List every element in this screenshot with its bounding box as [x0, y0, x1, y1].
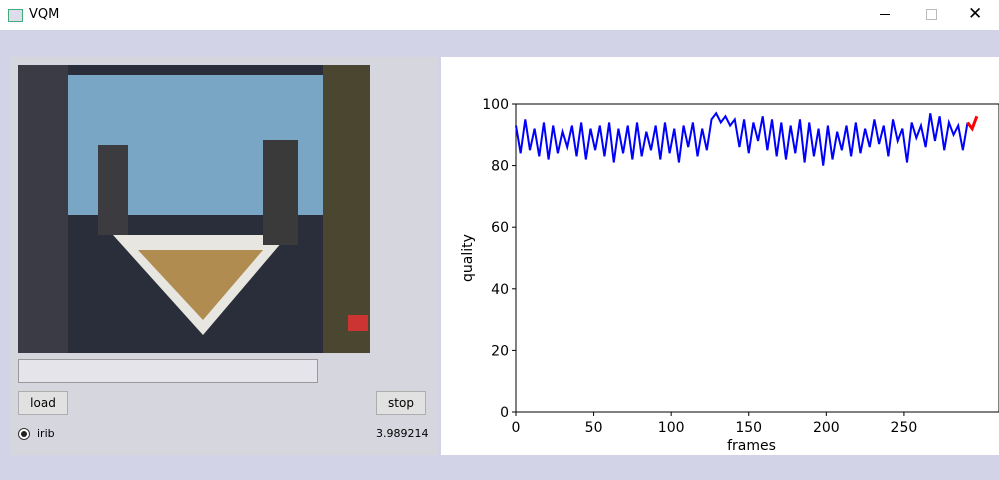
x-tick-label: 250 [891, 420, 918, 436]
y-tick-label: 100 [482, 97, 509, 113]
title-bar: VQM ✕ [0, 0, 999, 30]
window-title: VQM [29, 7, 60, 22]
stop-button[interactable]: stop [376, 391, 426, 415]
video-frame [18, 65, 370, 353]
x-tick-label: 100 [658, 420, 685, 436]
y-tick-label: 60 [491, 220, 509, 236]
left-panel: load stop irib 3.9892144 [10, 57, 437, 455]
y-tick-label: 0 [500, 405, 509, 421]
x-tick-label: 150 [735, 420, 762, 436]
app-icon [8, 9, 23, 22]
series-line [966, 115, 979, 132]
y-tick-label: 80 [491, 159, 509, 175]
chart: 0 20 40 60 80 100 0 50 100 150 200 250 frames quality [441, 57, 999, 455]
x-tick-label: 200 [813, 420, 840, 436]
y-tick-label: 20 [491, 343, 509, 359]
y-axis-label: quality [460, 234, 476, 282]
load-button[interactable]: load [18, 391, 68, 415]
radio-button[interactable] [18, 428, 30, 440]
plot-frame [515, 103, 999, 413]
radio-label: irib [37, 427, 55, 440]
path-field[interactable] [18, 359, 318, 383]
x-tick-label: 50 [585, 420, 603, 436]
series-line [515, 111, 969, 166]
x-axis-label: frames [727, 438, 776, 454]
minimize[interactable] [880, 14, 890, 15]
score-value: 3.9892144 [376, 427, 429, 440]
maximize[interactable] [926, 9, 937, 20]
x-tick-label: 0 [512, 420, 521, 436]
close[interactable]: ✕ [968, 4, 983, 24]
y-tick-label: 40 [491, 282, 509, 298]
